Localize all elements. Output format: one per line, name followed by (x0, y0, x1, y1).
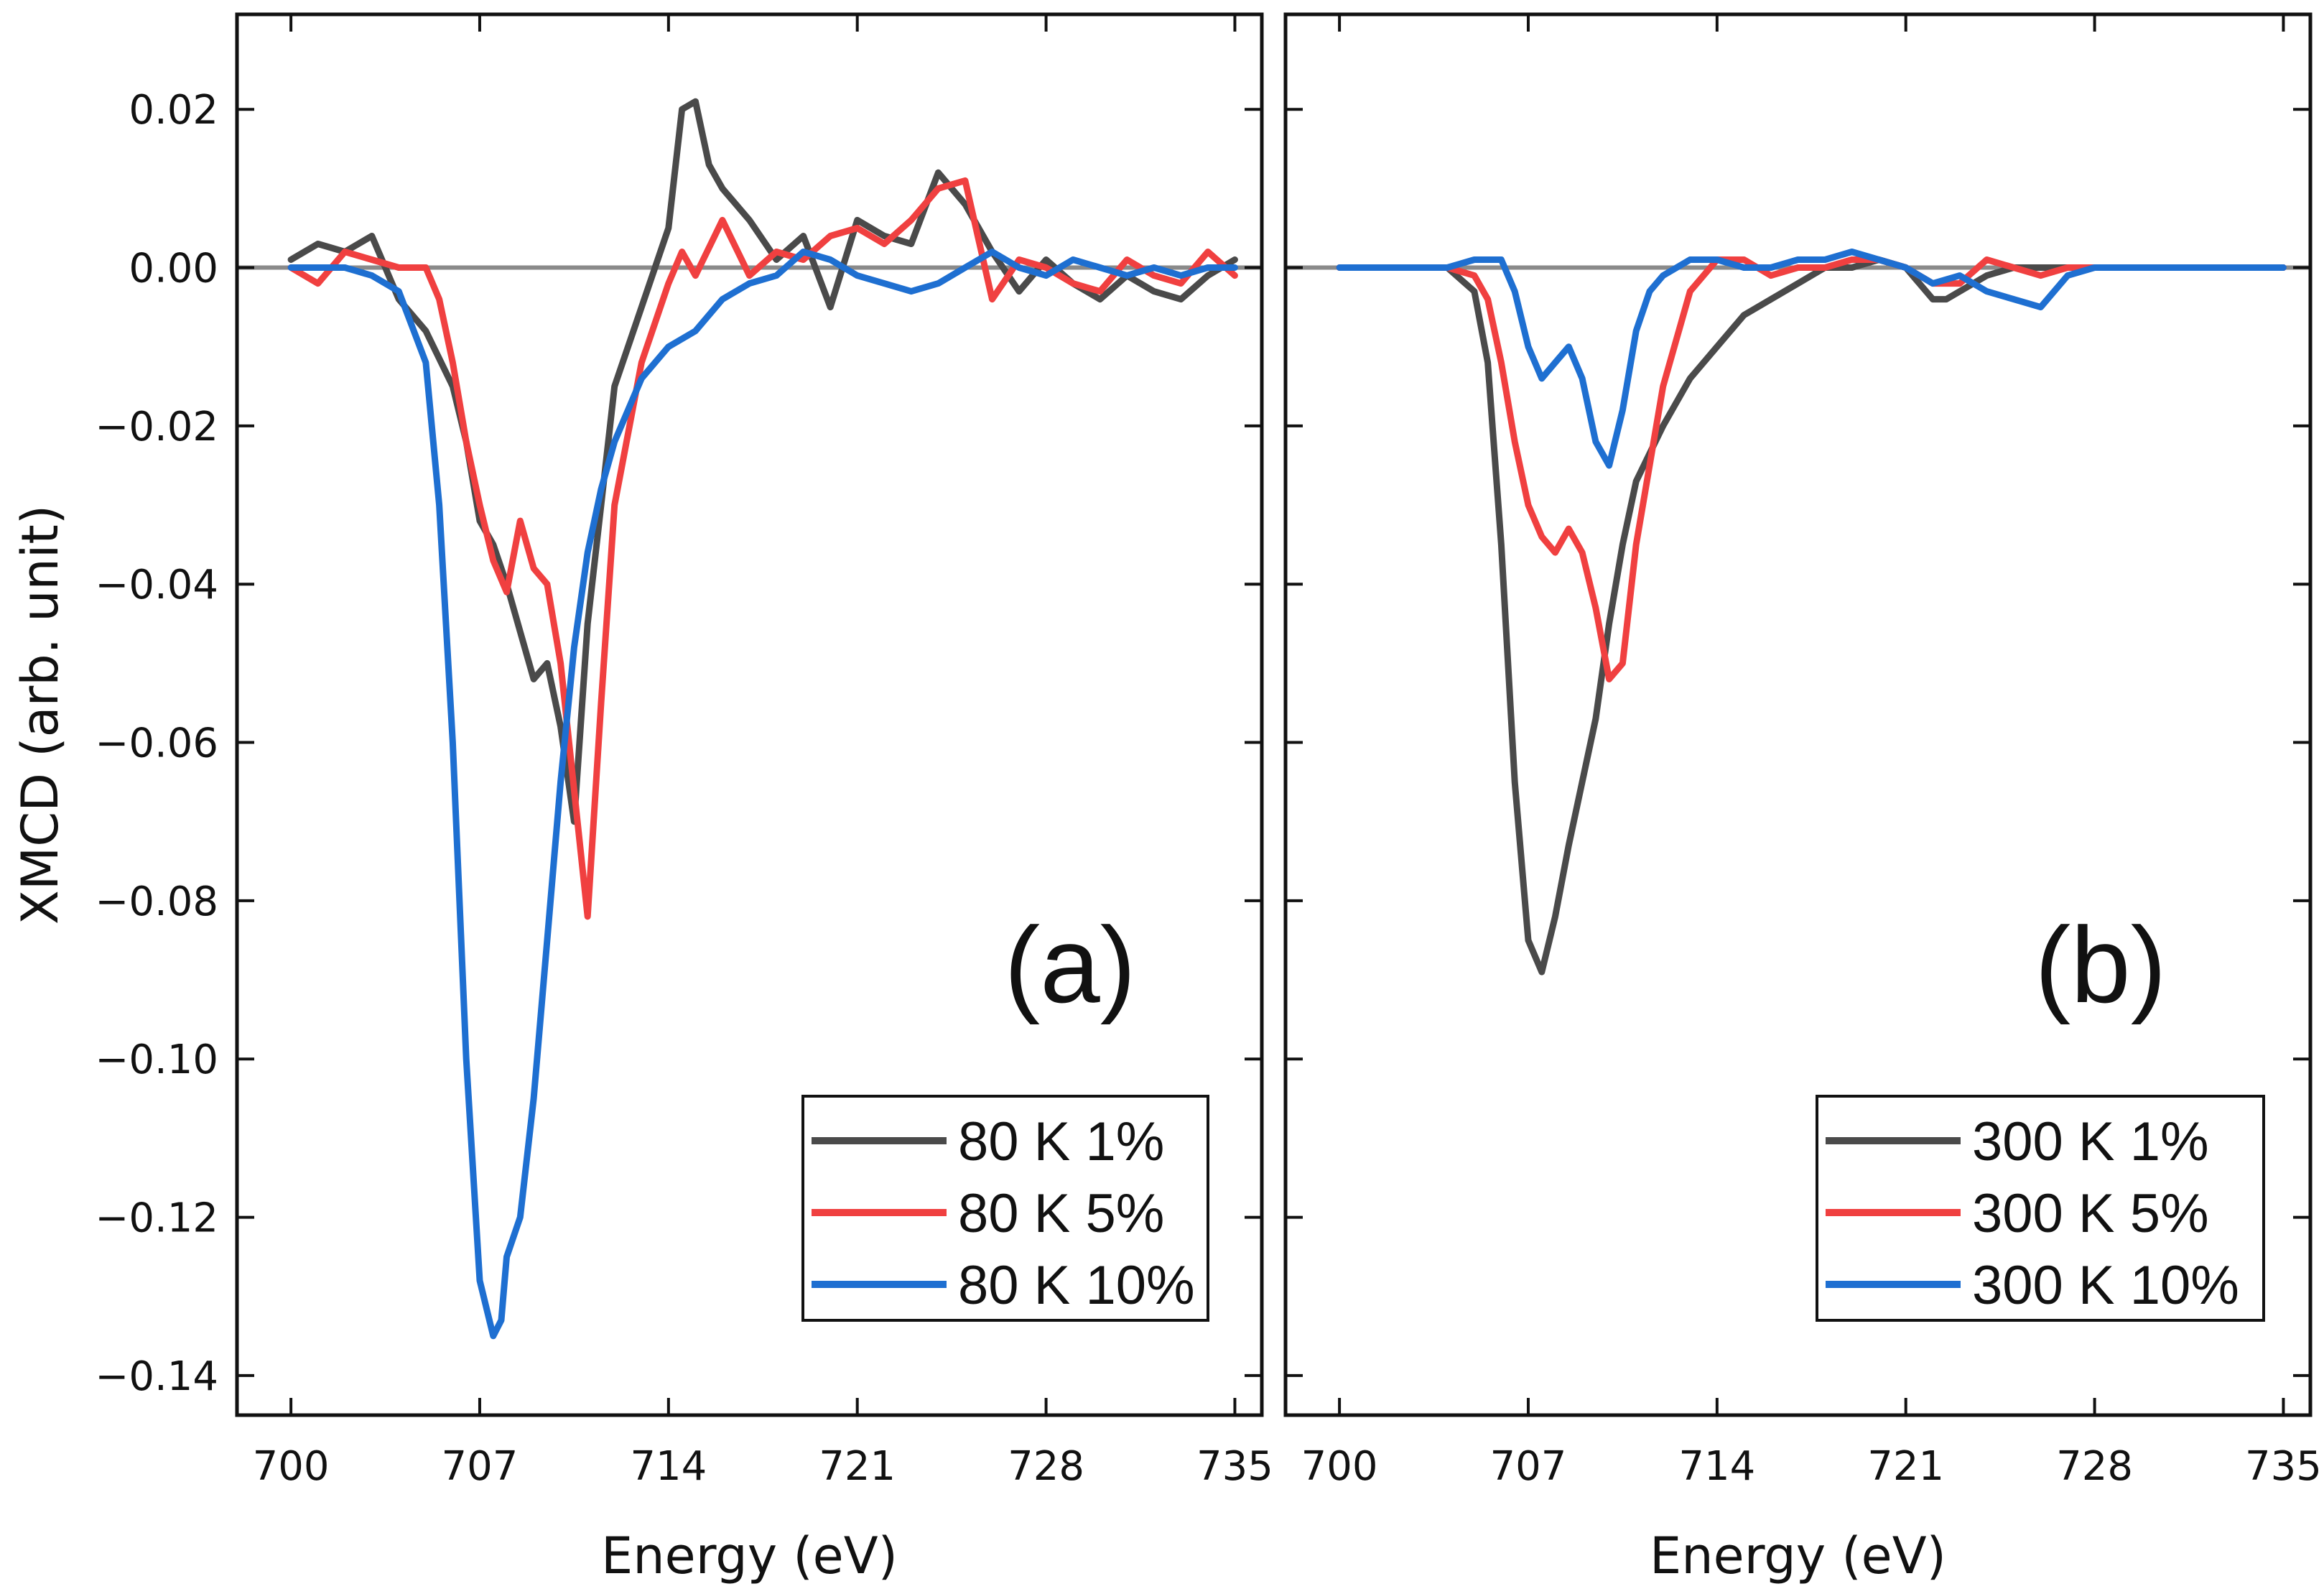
x-axis-title: Energy (eV) (1650, 1526, 1946, 1585)
series-line-300-k-1 (1336, 256, 2287, 976)
panel-a: 700 707 714 721 728 735 0.02 0.00 −0.02 −0.04 −0.0… (11, 12, 1273, 1585)
x-tick-label: 721 (819, 1443, 896, 1490)
panel-label: (a) (1004, 904, 1135, 1025)
panel-b: 700 707 714 721 728 735 Energy (eV) (b) 300 K 1%… (1283, 12, 2322, 1585)
legend-label-80-k-1: 80 K 1% (958, 1111, 1164, 1172)
legend: 300 K 1% 300 K 5% 300 K 10% (1816, 1095, 2265, 1322)
y-tick-label: −0.08 (95, 879, 218, 925)
x-tick-label: 700 (253, 1443, 330, 1490)
plot-frame (235, 12, 1264, 1417)
x-tick-label: 735 (2245, 1443, 2322, 1490)
y-tick-label: −0.14 (95, 1353, 218, 1400)
x-tick-label: 714 (1678, 1443, 1755, 1490)
x-axis-title: Energy (eV) (601, 1526, 898, 1585)
legend-label-300-k-5: 300 K 5% (1972, 1183, 2209, 1244)
legend-label-300-k-1: 300 K 1% (1972, 1111, 2209, 1172)
y-tick-label: −0.02 (95, 404, 218, 450)
series-line-300-k-10 (1336, 249, 2287, 469)
y-tick-label: 0.02 (129, 87, 218, 134)
x-tick-label: 735 (1196, 1443, 1273, 1490)
series-line-80-k-10 (287, 249, 1238, 1340)
legend: 80 K 1% 80 K 5% 80 K 10% (801, 1095, 1209, 1322)
plot-frame (1283, 12, 2313, 1417)
panel-label: (b) (2035, 904, 2166, 1025)
y-tick-label: −0.10 (95, 1037, 218, 1083)
legend-label-300-k-10: 300 K 10% (1972, 1255, 2239, 1316)
x-tick-label: 728 (1008, 1443, 1084, 1490)
legend-label-80-k-10: 80 K 10% (958, 1255, 1195, 1316)
series-line-300-k-5 (1336, 256, 2287, 682)
x-tick-label: 707 (1490, 1443, 1567, 1490)
y-tick-label: −0.06 (95, 720, 218, 767)
x-tick-label: 721 (1867, 1443, 1944, 1490)
x-tick-label: 700 (1301, 1443, 1378, 1490)
y-tick-label: −0.04 (95, 562, 218, 608)
x-tick-label: 707 (442, 1443, 519, 1490)
series-line-80-k-5 (287, 177, 1238, 920)
legend-box (801, 1095, 1209, 1322)
legend-label-80-k-5: 80 K 5% (958, 1183, 1164, 1244)
y-axis-title: XMCD (arb. unit) (11, 505, 70, 925)
x-tick-label: 714 (630, 1443, 707, 1490)
y-tick-label: 0.00 (129, 246, 218, 292)
y-tick-label: −0.12 (95, 1195, 218, 1242)
x-tick-label: 728 (2056, 1443, 2133, 1490)
